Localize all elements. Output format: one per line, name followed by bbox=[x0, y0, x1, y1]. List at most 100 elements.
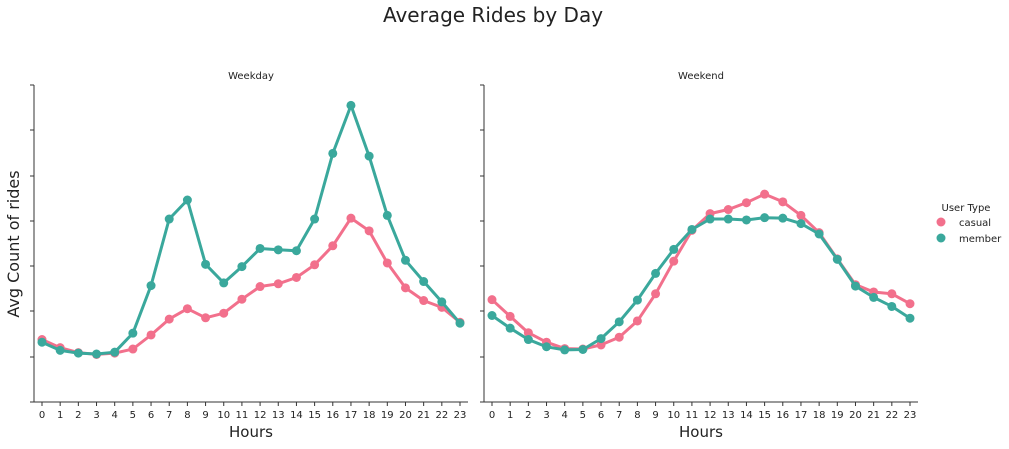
x-tick-label-weekday: 12 bbox=[254, 410, 267, 421]
data-point-casual-weekend bbox=[669, 256, 679, 266]
x-tick-label-weekend: 4 bbox=[562, 410, 568, 421]
legend-marker-casual bbox=[936, 217, 946, 227]
data-point-member-weekend bbox=[687, 224, 697, 234]
series-line-member-weekend bbox=[490, 216, 912, 352]
legend-title: User Type bbox=[942, 203, 991, 214]
data-point-casual-weekend bbox=[905, 299, 915, 309]
data-point-member-weekday bbox=[110, 347, 120, 357]
data-point-member-weekday bbox=[455, 318, 465, 328]
legend-label-casual: casual bbox=[959, 218, 991, 229]
data-point-member-weekday bbox=[364, 151, 374, 161]
x-tick-label-weekend: 22 bbox=[885, 410, 898, 421]
x-tick-label-weekday: 10 bbox=[217, 410, 230, 421]
data-point-casual-weekday bbox=[255, 282, 265, 292]
x-tick-label-weekend: 23 bbox=[904, 410, 917, 421]
x-tick-label-weekday: 19 bbox=[381, 410, 394, 421]
data-point-casual-weekday bbox=[364, 226, 374, 236]
data-point-casual-weekday bbox=[164, 314, 174, 324]
data-point-member-weekend bbox=[596, 334, 606, 344]
x-tick-label-weekday: 1 bbox=[57, 410, 63, 421]
data-point-member-weekend bbox=[614, 317, 624, 327]
data-point-casual-weekday bbox=[400, 283, 410, 293]
x-tick-label-weekday: 3 bbox=[93, 410, 99, 421]
data-point-member-weekday bbox=[382, 210, 392, 220]
data-point-member-weekday bbox=[92, 349, 102, 359]
panel-title-weekend: Weekend bbox=[678, 71, 724, 82]
x-tick-label-weekend: 16 bbox=[776, 410, 789, 421]
x-axis-label-weekday: Hours bbox=[229, 423, 273, 441]
x-tick-label-weekday: 13 bbox=[272, 410, 285, 421]
x-tick-label-weekend: 14 bbox=[740, 410, 753, 421]
data-point-member-weekday bbox=[219, 278, 229, 288]
data-point-member-weekend bbox=[523, 335, 533, 345]
data-point-casual-weekday bbox=[419, 296, 429, 306]
data-point-member-weekday bbox=[201, 259, 211, 269]
x-tick-label-weekend: 7 bbox=[616, 410, 622, 421]
figure-title: Average Rides by Day bbox=[383, 3, 603, 27]
x-tick-label-weekend: 10 bbox=[667, 410, 680, 421]
data-point-member-weekend bbox=[542, 342, 552, 352]
x-tick-label-weekday: 8 bbox=[184, 410, 190, 421]
x-tick-label-weekday: 11 bbox=[236, 410, 249, 421]
data-point-member-weekend bbox=[869, 292, 879, 302]
data-point-member-weekend bbox=[505, 323, 515, 333]
x-tick-label-weekday: 4 bbox=[112, 410, 118, 421]
data-point-casual-weekday bbox=[273, 279, 283, 289]
data-point-member-weekend bbox=[632, 295, 642, 305]
data-point-member-weekend bbox=[487, 311, 497, 321]
plot-area-weekday: 0 1 2 3 4 5 6 7 8 9 10 11 12 13 14 15 16 17 18 19 20 21 22 23 bbox=[30, 84, 468, 421]
data-point-casual-weekday bbox=[237, 294, 247, 304]
x-tick-label-weekend: 15 bbox=[758, 410, 771, 421]
data-point-casual-weekend bbox=[887, 289, 897, 299]
data-point-casual-weekend bbox=[760, 189, 770, 199]
data-point-casual-weekend bbox=[741, 198, 751, 208]
figure-y-axis-label: Avg Count of rides bbox=[4, 170, 23, 317]
data-point-casual-weekday bbox=[310, 260, 320, 270]
data-point-member-weekday bbox=[273, 245, 283, 255]
x-tick-label-weekend: 17 bbox=[795, 410, 808, 421]
panel-weekday: Weekday Hours 0 1 2 3 4 5 6 7 8 9 10 11 12 13 14 15 16 17… bbox=[30, 71, 468, 441]
x-tick-label-weekday: 6 bbox=[148, 410, 154, 421]
data-point-casual-weekend bbox=[596, 340, 606, 350]
x-tick-label-weekday: 5 bbox=[130, 410, 136, 421]
legend-marker-member bbox=[936, 233, 946, 243]
data-point-member-weekend bbox=[778, 213, 788, 223]
x-tick-label-weekend: 2 bbox=[525, 410, 531, 421]
data-point-member-weekday bbox=[128, 328, 138, 338]
x-tick-label-weekend: 5 bbox=[580, 410, 586, 421]
x-tick-label-weekend: 19 bbox=[831, 410, 844, 421]
x-tick-label-weekend: 3 bbox=[543, 410, 549, 421]
data-point-casual-weekend bbox=[796, 210, 806, 220]
x-tick-label-weekend: 21 bbox=[867, 410, 880, 421]
x-tick-label-weekend: 20 bbox=[849, 410, 862, 421]
x-tick-label-weekend: 9 bbox=[652, 410, 658, 421]
data-point-member-weekday bbox=[164, 214, 174, 224]
data-point-casual-weekday bbox=[382, 258, 392, 268]
x-tick-label-weekday: 0 bbox=[39, 410, 45, 421]
x-tick-label-weekend: 8 bbox=[634, 410, 640, 421]
x-tick-label-weekday: 20 bbox=[399, 410, 412, 421]
data-point-member-weekday bbox=[146, 281, 156, 291]
x-tick-label-weekend: 11 bbox=[686, 410, 699, 421]
data-point-casual-weekday bbox=[328, 241, 338, 251]
data-point-casual-weekend bbox=[523, 328, 533, 338]
data-point-member-weekend bbox=[905, 313, 915, 323]
data-point-member-weekend bbox=[814, 229, 824, 239]
data-point-casual-weekday bbox=[219, 308, 229, 318]
legend-label-member: member bbox=[959, 234, 1002, 245]
data-point-member-weekday bbox=[291, 246, 301, 256]
data-point-member-weekday bbox=[419, 277, 429, 287]
x-tick-label-weekday: 18 bbox=[363, 410, 376, 421]
data-point-casual-weekend bbox=[632, 316, 642, 326]
data-point-member-weekend bbox=[850, 281, 860, 291]
data-point-casual-weekend bbox=[651, 289, 661, 299]
data-point-member-weekend bbox=[796, 219, 806, 229]
data-point-member-weekday bbox=[437, 297, 447, 307]
x-tick-label-weekday: 2 bbox=[75, 410, 81, 421]
x-axis-label-weekend: Hours bbox=[679, 423, 723, 441]
data-point-member-weekend bbox=[832, 254, 842, 264]
data-point-member-weekday bbox=[55, 345, 65, 355]
x-tick-label-weekend: 0 bbox=[489, 410, 495, 421]
x-tick-label-weekday: 15 bbox=[308, 410, 321, 421]
